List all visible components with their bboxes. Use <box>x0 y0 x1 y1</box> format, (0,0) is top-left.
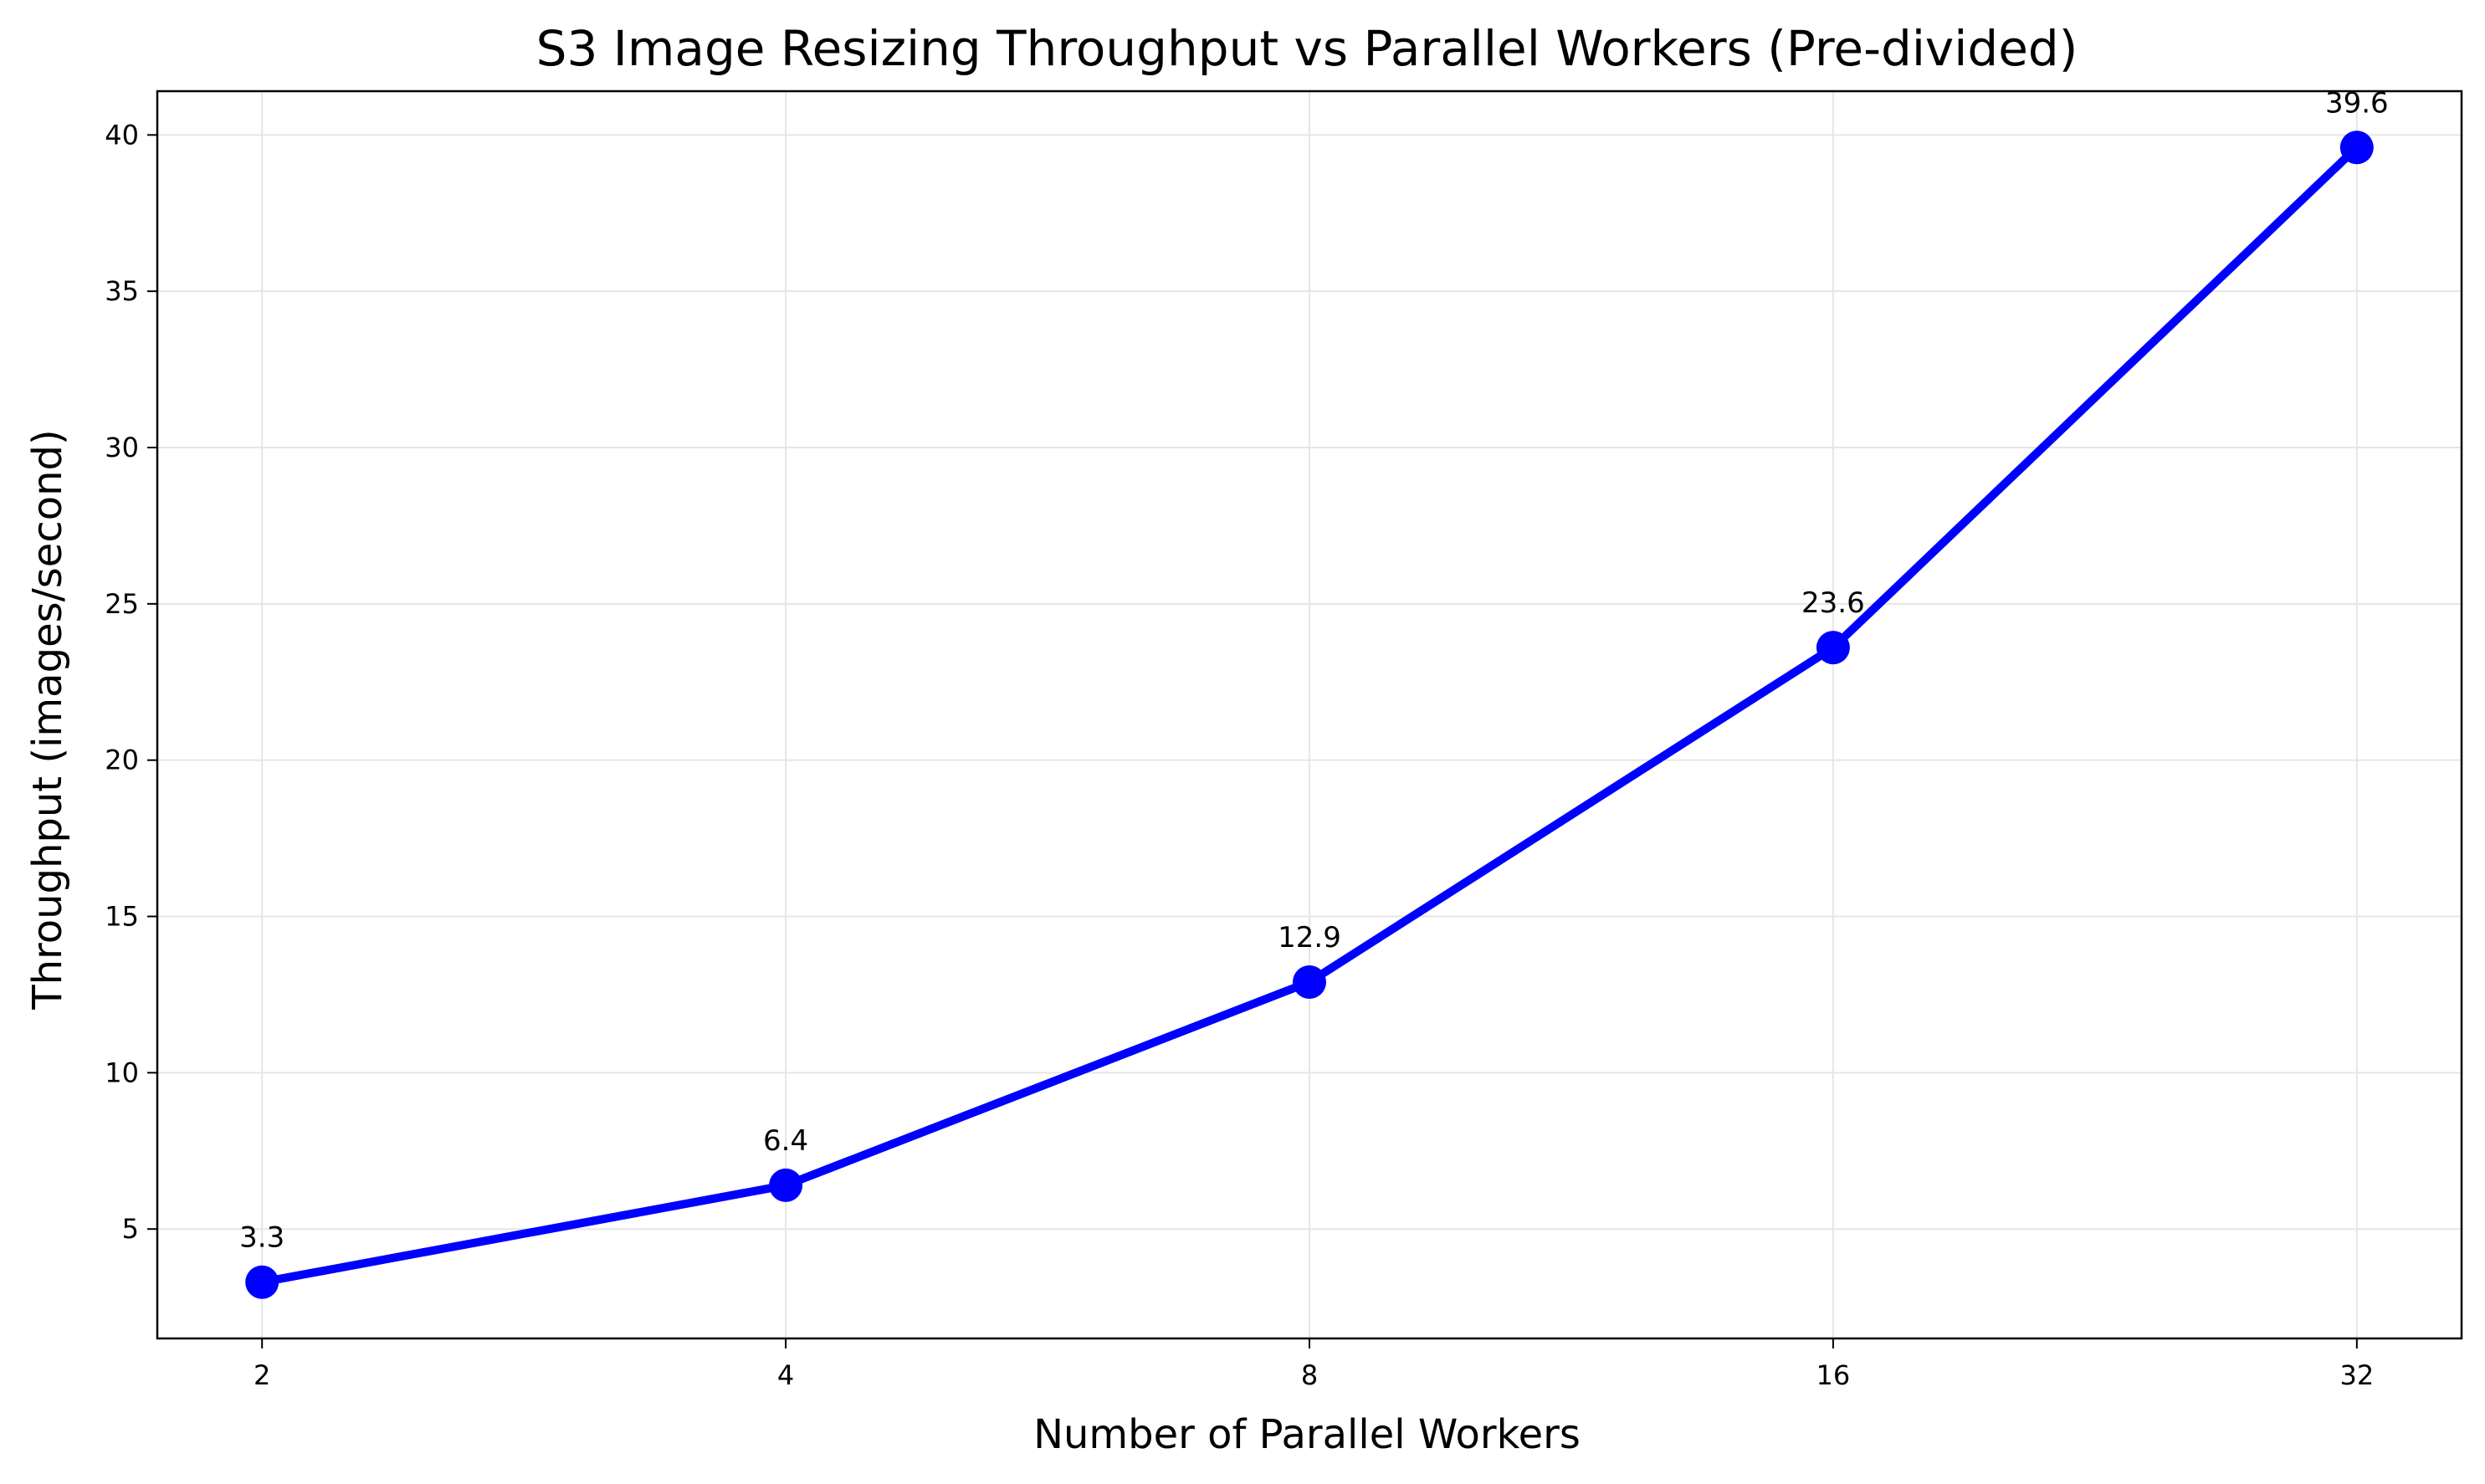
y-tick-label: 25 <box>105 588 139 620</box>
data-label: 12.9 <box>1278 921 1341 954</box>
y-tick-label: 30 <box>105 432 139 463</box>
x-tick-label: 8 <box>1301 1359 1318 1391</box>
y-axis-title: Throughput (images/second) <box>24 429 71 1010</box>
y-axis: 5 10 15 20 25 30 35 40 <box>105 119 157 1245</box>
chart-title: S3 Image Resizing Throughput vs Parallel… <box>536 20 2078 77</box>
y-tick-label: 20 <box>105 745 139 776</box>
x-tick-label: 16 <box>1816 1359 1851 1391</box>
data-point <box>2339 130 2374 165</box>
data-label: 23.6 <box>1801 586 1865 620</box>
x-tick-label: 2 <box>254 1359 270 1391</box>
data-label: 3.3 <box>239 1221 284 1255</box>
y-tick-label: 35 <box>105 275 139 307</box>
y-tick-label: 40 <box>105 119 139 151</box>
data-point <box>1293 965 1326 999</box>
data-label: 6.4 <box>763 1124 808 1158</box>
x-axis: 2 4 8 16 32 <box>254 1338 2374 1391</box>
y-tick-label: 10 <box>105 1057 139 1088</box>
y-tick-label: 15 <box>105 901 139 933</box>
data-point <box>245 1265 279 1299</box>
data-point <box>1816 631 1850 665</box>
grid-lines <box>157 91 2462 1338</box>
plot-area-frame <box>156 90 2463 1340</box>
x-axis-title: Number of Parallel Workers <box>1033 1411 1581 1458</box>
x-tick-label: 32 <box>2339 1359 2374 1391</box>
series-throughput <box>245 130 2374 1299</box>
data-point <box>769 1168 803 1202</box>
y-tick-label: 5 <box>122 1213 139 1245</box>
x-tick-label: 4 <box>777 1359 794 1391</box>
